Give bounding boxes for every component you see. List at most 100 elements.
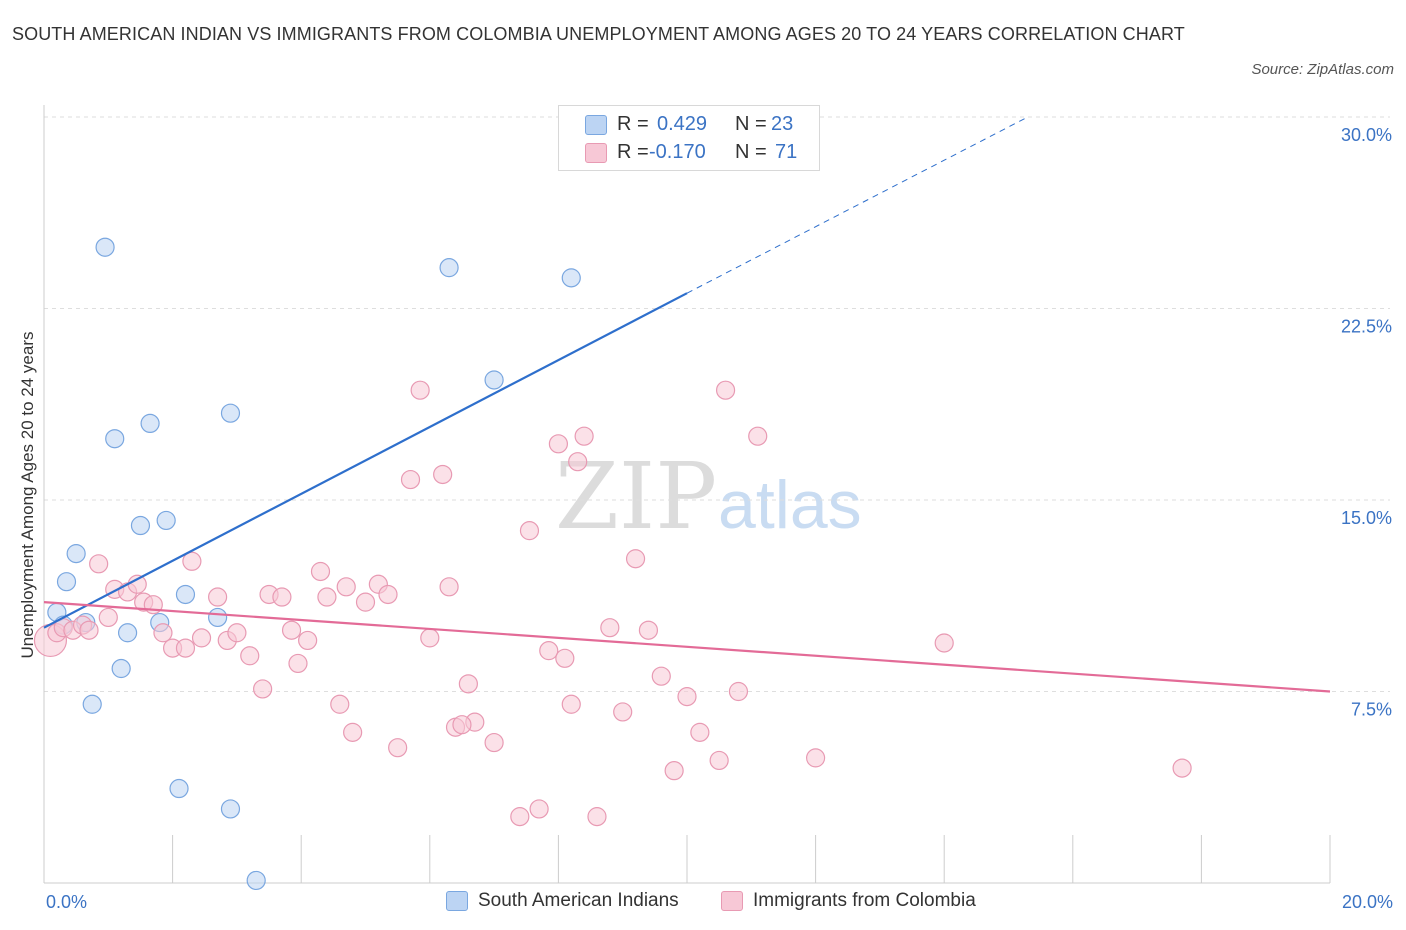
point-south-american-indians [246, 870, 266, 891]
point-immigrants-from-colombia [336, 577, 356, 597]
point-immigrants-from-colombia [182, 551, 202, 571]
point-immigrants-from-colombia [728, 681, 749, 702]
series-name: South American Indians [478, 890, 679, 911]
legend-r-value: 0.429 [657, 113, 708, 135]
y-tick-label: 7.5% [1351, 700, 1392, 720]
point-immigrants-from-colombia [519, 521, 540, 541]
point-immigrants-from-colombia [420, 628, 440, 648]
point-immigrants-from-colombia [748, 426, 768, 446]
point-south-american-indians [140, 413, 160, 433]
x-tick-label: 20.0% [1342, 892, 1393, 912]
point-immigrants-from-colombia [613, 702, 633, 722]
point-immigrants-from-colombia [452, 715, 472, 735]
source-label: Source: ZipAtlas.com [1251, 61, 1394, 78]
point-immigrants-from-colombia [227, 623, 247, 643]
data-points [33, 237, 1192, 891]
point-south-american-indians [130, 515, 151, 536]
point-immigrants-from-colombia [153, 623, 173, 643]
point-immigrants-from-colombia [191, 628, 212, 648]
point-immigrants-from-colombia [400, 469, 421, 490]
point-immigrants-from-colombia [510, 807, 530, 827]
point-immigrants-from-colombia [568, 452, 588, 472]
legend-r-label: R = [617, 141, 649, 163]
point-immigrants-from-colombia [805, 748, 826, 768]
point-immigrants-from-colombia [317, 587, 337, 607]
point-immigrants-from-colombia [410, 380, 430, 400]
legend-swatch-blue [585, 115, 607, 135]
point-immigrants-from-colombia [548, 434, 569, 454]
point-south-american-indians [220, 403, 241, 423]
point-immigrants-from-colombia [378, 584, 398, 605]
point-south-american-indians [484, 370, 504, 390]
point-immigrants-from-colombia [539, 641, 559, 661]
x-tick-label: 0.0% [46, 892, 87, 912]
point-immigrants-from-colombia [715, 380, 736, 400]
point-immigrants-from-colombia [298, 630, 318, 651]
tick-labels: 7.5% 15.0% 22.5% 30.0% 0.0% 20.0% [46, 125, 1393, 912]
point-south-american-indians [169, 778, 189, 799]
y-tick-label: 15.0% [1341, 508, 1392, 528]
trend-line-south-american-indians [43, 292, 688, 629]
point-immigrants-from-colombia [638, 620, 659, 640]
point-immigrants-from-colombia [529, 799, 549, 819]
legend-r-label: R = [617, 113, 649, 135]
point-immigrants-from-colombia [175, 638, 196, 658]
point-south-american-indians [156, 510, 176, 531]
point-immigrants-from-colombia [281, 620, 302, 640]
point-south-american-indians [117, 623, 138, 643]
trend-line-immigrants-from-colombia [43, 601, 1331, 693]
y-tick-label: 30.0% [1341, 125, 1392, 145]
series-swatch-blue [446, 891, 468, 911]
point-south-american-indians [111, 658, 131, 679]
point-immigrants-from-colombia [555, 648, 575, 668]
point-south-american-indians [561, 268, 581, 288]
point-immigrants-from-colombia [574, 426, 594, 446]
legend-swatch-pink [585, 143, 607, 163]
point-immigrants-from-colombia [208, 587, 228, 607]
point-immigrants-from-colombia [89, 554, 109, 574]
gridlines [44, 116, 1390, 692]
legend-n-value: 23 [771, 113, 794, 135]
chart-title: SOUTH AMERICAN INDIAN VS IMMIGRANTS FROM… [12, 24, 1185, 44]
point-immigrants-from-colombia [664, 761, 684, 781]
point-immigrants-from-colombia [709, 750, 729, 771]
point-immigrants-from-colombia [388, 738, 408, 758]
series-swatch-pink [721, 891, 743, 911]
watermark-atlas: atlas [718, 467, 862, 543]
point-immigrants-from-colombia [240, 646, 260, 666]
point-south-american-indians [95, 237, 115, 257]
point-immigrants-from-colombia [677, 687, 697, 707]
point-south-american-indians [439, 258, 459, 278]
correlation-legend: R = 0.429 N = 23 R = -0.170 N = 71 [558, 105, 820, 171]
legend-n-value: 71 [775, 141, 798, 163]
trend-line-extension-south-american-indians [686, 116, 1029, 294]
point-immigrants-from-colombia [98, 607, 118, 628]
point-immigrants-from-colombia [310, 561, 331, 582]
point-immigrants-from-colombia [625, 549, 646, 569]
y-tick-label: 22.5% [1341, 317, 1392, 337]
point-south-american-indians [208, 607, 228, 628]
point-immigrants-from-colombia [330, 694, 350, 714]
point-south-american-indians [105, 429, 125, 449]
point-immigrants-from-colombia [272, 587, 292, 607]
point-immigrants-from-colombia [600, 618, 620, 638]
point-immigrants-from-colombia [1172, 758, 1192, 778]
point-south-american-indians [56, 572, 77, 592]
point-immigrants-from-colombia [355, 592, 376, 612]
point-south-american-indians [220, 799, 241, 819]
point-south-american-indians [175, 584, 196, 605]
legend-n-label: N = [735, 113, 767, 135]
point-immigrants-from-colombia [343, 722, 363, 742]
point-immigrants-from-colombia [458, 674, 478, 694]
point-immigrants-from-colombia [561, 694, 581, 714]
point-immigrants-from-colombia [439, 577, 459, 597]
point-immigrants-from-colombia [433, 464, 453, 485]
point-immigrants-from-colombia [651, 666, 671, 686]
y-axis-label: Unemployment Among Ages 20 to 24 years [18, 332, 37, 659]
point-south-american-indians [82, 694, 102, 714]
point-immigrants-from-colombia [934, 633, 954, 653]
legend-n-label: N = [735, 141, 767, 163]
point-immigrants-from-colombia [587, 807, 607, 827]
point-south-american-indians [66, 544, 86, 564]
trend-lines [43, 116, 1331, 693]
